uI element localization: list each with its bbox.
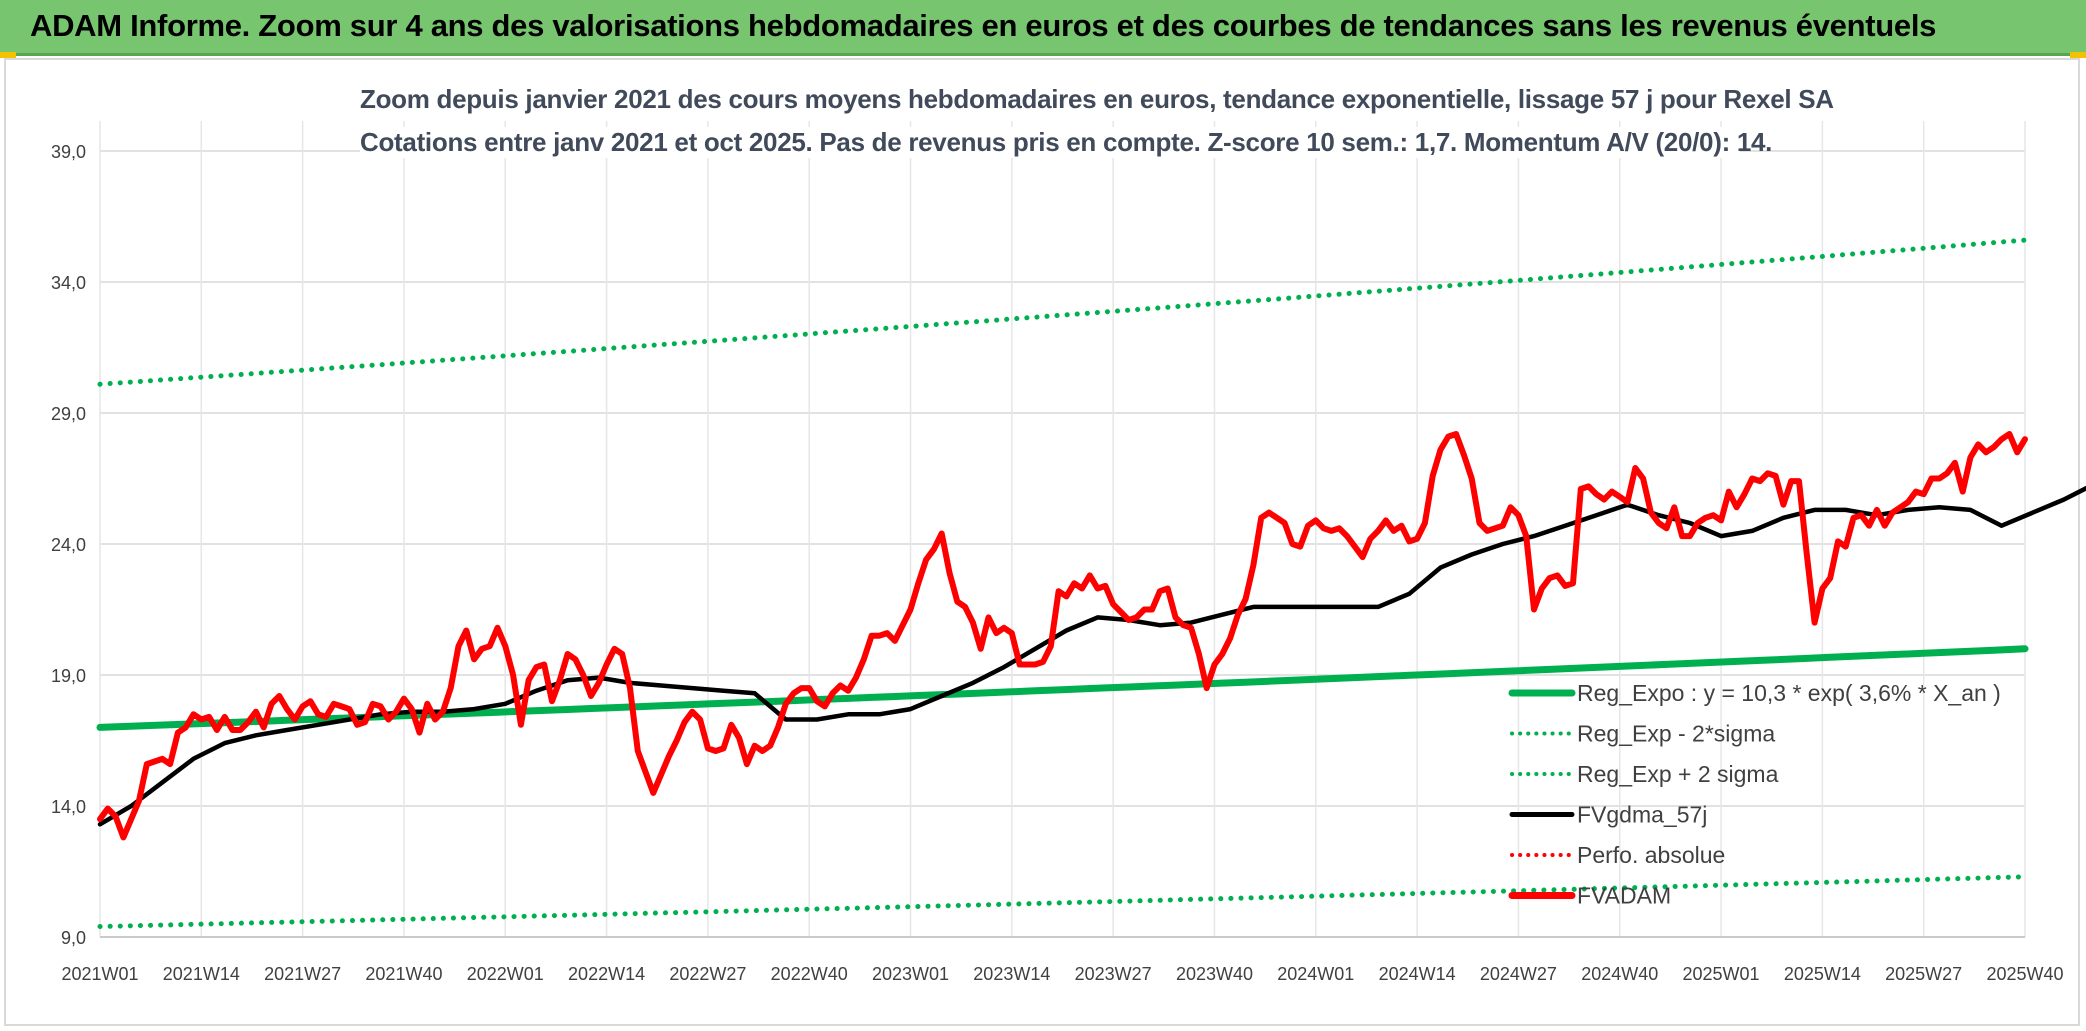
x-tick-label: 2021W01	[61, 964, 138, 984]
chart-frame	[4, 58, 2080, 1026]
x-tick-label: 2021W27	[264, 964, 341, 984]
y-tick-label: 19,0	[51, 666, 86, 686]
x-tick-label: 2023W40	[1176, 964, 1253, 984]
legend-label: FVADAM	[1577, 883, 1671, 909]
chart-subtitle: Cotations entre janv 2021 et oct 2025. P…	[360, 127, 1773, 158]
corner-accent-right	[2070, 52, 2086, 58]
series-fvadam	[97, 431, 2028, 841]
x-tick-label: 2023W27	[1075, 964, 1152, 984]
chart-title: Zoom depuis janvier 2021 des cours moyen…	[360, 84, 1834, 115]
x-tick-label: 2022W01	[467, 964, 544, 984]
series-layer	[96, 237, 2086, 929]
series-reg-exp-2-sigma	[97, 237, 2028, 387]
y-tick-label: 9,0	[61, 928, 86, 948]
y-tick-label: 39,0	[51, 142, 86, 162]
x-tick-label: 2024W40	[1581, 964, 1658, 984]
x-tick-label: 2022W14	[568, 964, 645, 984]
legend-label: Reg_Expo : y = 10,3 * exp( 3,6% * X_an )	[1577, 680, 2001, 706]
x-tick-label: 2025W40	[1986, 964, 2063, 984]
x-axis-labels: 2021W01 2021W14 2021W27 2021W40 2022W01 2022W…	[61, 964, 2063, 984]
x-tick-label: 2024W01	[1277, 964, 1354, 984]
x-tick-label: 2022W27	[669, 964, 746, 984]
x-tick-label: 2021W40	[365, 964, 442, 984]
legend-label: Reg_Exp + 2 sigma	[1577, 761, 1779, 787]
report-title: ADAM Informe. Zoom sur 4 ans des valoris…	[30, 8, 1937, 43]
series-reg-exp-2-sigma	[97, 874, 2028, 929]
y-tick-label: 24,0	[51, 535, 86, 555]
y-tick-label: 14,0	[51, 797, 86, 817]
series-fvgdma-57j	[97, 485, 2086, 827]
x-tick-label: 2025W27	[1885, 964, 1962, 984]
legend-label: FVgdma_57j	[1577, 802, 1707, 828]
legend-label: Reg_Exp - 2*sigma	[1577, 721, 1775, 747]
y-axis-labels: 9,0 14,0 19,0 24,0 29,0 34,0 39,0	[51, 142, 86, 948]
grid	[99, 121, 2026, 938]
x-tick-label: 2021W14	[163, 964, 240, 984]
x-tick-label: 2022W40	[771, 964, 848, 984]
x-tick-label: 2024W27	[1480, 964, 1557, 984]
y-tick-label: 29,0	[51, 404, 86, 424]
y-tick-label: 34,0	[51, 273, 86, 293]
x-tick-label: 2023W14	[973, 964, 1050, 984]
x-tick-label: 2025W14	[1784, 964, 1861, 984]
corner-accent-left	[0, 52, 16, 58]
legend: Reg_Expo : y = 10,3 * exp( 3,6% * X_an )…	[1508, 680, 2001, 909]
x-tick-label: 2024W14	[1379, 964, 1456, 984]
report-banner: ADAM Informe. Zoom sur 4 ans des valoris…	[0, 0, 2086, 56]
x-tick-label: 2023W01	[872, 964, 949, 984]
legend-label: Perfo. absolue	[1577, 842, 1725, 868]
x-tick-label: 2025W01	[1683, 964, 1760, 984]
